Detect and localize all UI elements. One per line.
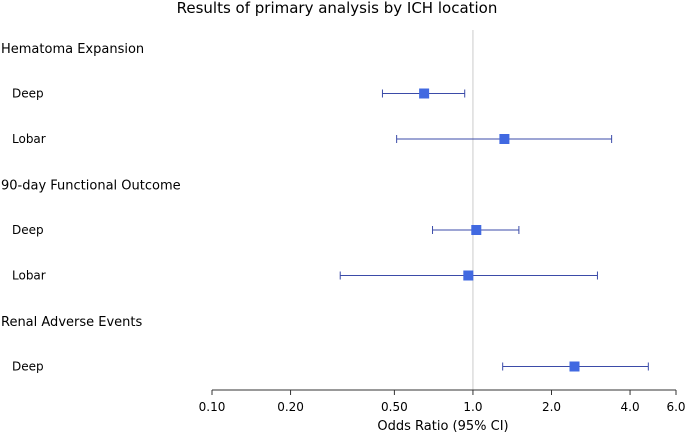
chart-title: Results of primary analysis by ICH locat… — [177, 0, 498, 17]
odds-ratio-marker — [463, 270, 474, 281]
group-label: Hematoma Expansion — [1, 42, 144, 57]
odds-ratio-marker — [419, 88, 430, 99]
x-tick-label: 4.0 — [621, 400, 640, 414]
x-tick-label: 0.20 — [277, 400, 304, 414]
x-tick-label: 2.0 — [542, 400, 561, 414]
x-tick-label: 0.10 — [199, 400, 226, 414]
odds-ratio-marker — [569, 361, 580, 372]
x-axis: 0.10 0.20 0.50 1.0 2.0 4.0 6.0 — [199, 389, 685, 414]
odds-ratio-marker — [499, 134, 510, 144]
x-tick-label: 1.0 — [463, 400, 482, 414]
group-label: Renal Adverse Events — [1, 315, 142, 330]
odds-ratio-marker — [471, 225, 482, 235]
row-label: Deep — [12, 223, 44, 237]
row-label: Lobar — [12, 132, 46, 146]
group-label: 90-day Functional Outcome — [1, 179, 181, 194]
rows-layer: Hematoma Expansion Deep Lobar 90-day Functi… — [1, 42, 649, 374]
row-label: Deep — [12, 87, 44, 101]
row-label: Deep — [12, 360, 44, 374]
x-tick-label: 0.50 — [381, 400, 408, 414]
x-axis-label: Odds Ratio (95% CI) — [377, 419, 508, 434]
x-tick-label: 6.0 — [666, 400, 685, 414]
row-label: Lobar — [12, 269, 46, 283]
